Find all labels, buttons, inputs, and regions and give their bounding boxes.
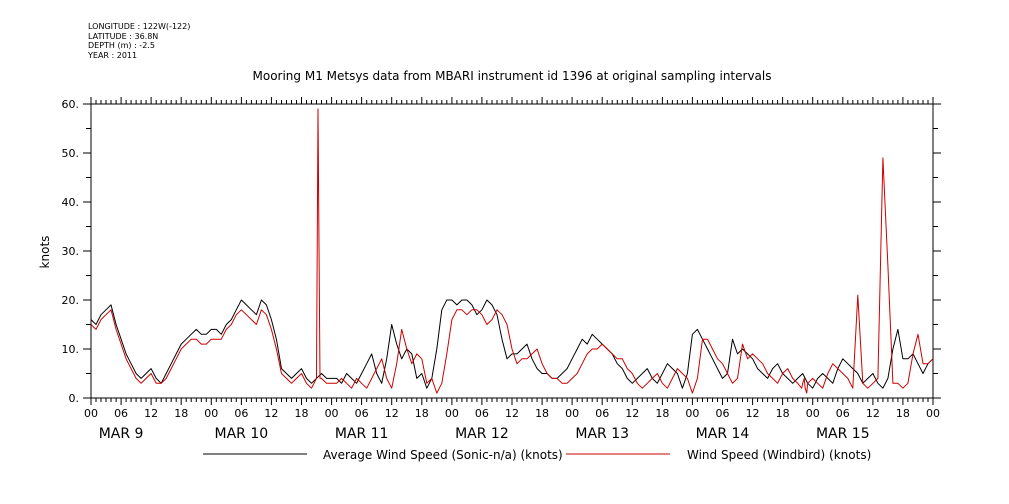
x-hour-label: 06 — [595, 407, 609, 420]
x-hour-label: 18 — [776, 407, 790, 420]
x-hour-label: 12 — [264, 407, 278, 420]
dataset-metadata: LONGITUDE : 122W(-122) LATITUDE : 36.8N … — [88, 22, 190, 60]
x-day-label: MAR 11 — [335, 426, 389, 442]
x-hour-label: 06 — [114, 407, 128, 420]
x-day-label: MAR 12 — [455, 426, 509, 442]
x-hour-label: 06 — [836, 407, 850, 420]
x-hour-label: 12 — [866, 407, 880, 420]
x-hour-label: 06 — [716, 407, 730, 420]
x-hour-ticks — [90, 97, 934, 405]
x-hour-label: 00 — [685, 407, 699, 420]
latitude-text: LATITUDE : 36.8N — [88, 31, 159, 41]
y-tick-label: 60. — [62, 98, 80, 111]
x-hour-label: 00 — [84, 407, 98, 420]
series-line-windbird-wind-speed — [90, 108, 934, 394]
y-axis-label: knots — [38, 236, 52, 269]
x-day-label: MAR 15 — [816, 426, 870, 442]
x-hour-label: 06 — [355, 407, 369, 420]
x-hour-label: 06 — [234, 407, 248, 420]
y-tick-label: 40. — [62, 196, 80, 209]
axis-ticks — [83, 97, 941, 405]
x-hour-label: 00 — [325, 407, 339, 420]
x-hour-label: 00 — [926, 407, 940, 420]
x-day-label: MAR 10 — [215, 426, 269, 442]
x-hour-label: 18 — [415, 407, 429, 420]
x-hour-label: 12 — [625, 407, 639, 420]
x-day-label: MAR 13 — [575, 426, 629, 442]
x-day-label: MAR 9 — [99, 426, 144, 442]
legend: Average Wind Speed (Sonic-n/a) (knots) W… — [203, 448, 871, 462]
tick-labels: 0. 10. 20. 30. 40. 50. 60. 00 06 12 18 00 06 12 18 00 06… — [62, 98, 941, 442]
x-hour-label: 00 — [445, 407, 459, 420]
x-hour-label: 18 — [535, 407, 549, 420]
x-hour-label: 00 — [204, 407, 218, 420]
x-hour-label: 06 — [475, 407, 489, 420]
x-hour-label: 18 — [174, 407, 188, 420]
year-text: YEAR : 2011 — [88, 50, 138, 60]
y-tick-label: 0. — [69, 392, 80, 405]
x-hour-label: 18 — [896, 407, 910, 420]
depth-text: DEPTH (m) : -2.5 — [88, 41, 155, 50]
x-hour-label: 12 — [385, 407, 399, 420]
chart-title: Mooring M1 Metsys data from MBARI instru… — [253, 69, 772, 83]
x-hour-label: 12 — [144, 407, 158, 420]
x-day-label: MAR 14 — [696, 426, 750, 442]
x-hour-label: 12 — [746, 407, 760, 420]
y-tick-label: 30. — [62, 245, 80, 258]
series-lines — [90, 108, 934, 394]
x-hour-label: 00 — [565, 407, 579, 420]
y-ticks — [83, 103, 941, 399]
legend-label-average: Average Wind Speed (Sonic-n/a) (knots) — [323, 448, 563, 462]
longitude-text: LONGITUDE : 122W(-122) — [88, 22, 191, 31]
x-hour-label: 00 — [806, 407, 820, 420]
x-hour-label: 18 — [295, 407, 309, 420]
x-hour-label: 12 — [505, 407, 519, 420]
y-tick-label: 20. — [62, 294, 80, 307]
legend-label-windbird: Wind Speed (Windbird) (knots) — [687, 448, 871, 462]
y-tick-label: 10. — [62, 343, 80, 356]
series-line-average-wind-speed — [90, 299, 934, 389]
x-hour-label: 18 — [655, 407, 669, 420]
y-tick-label: 50. — [62, 147, 80, 160]
